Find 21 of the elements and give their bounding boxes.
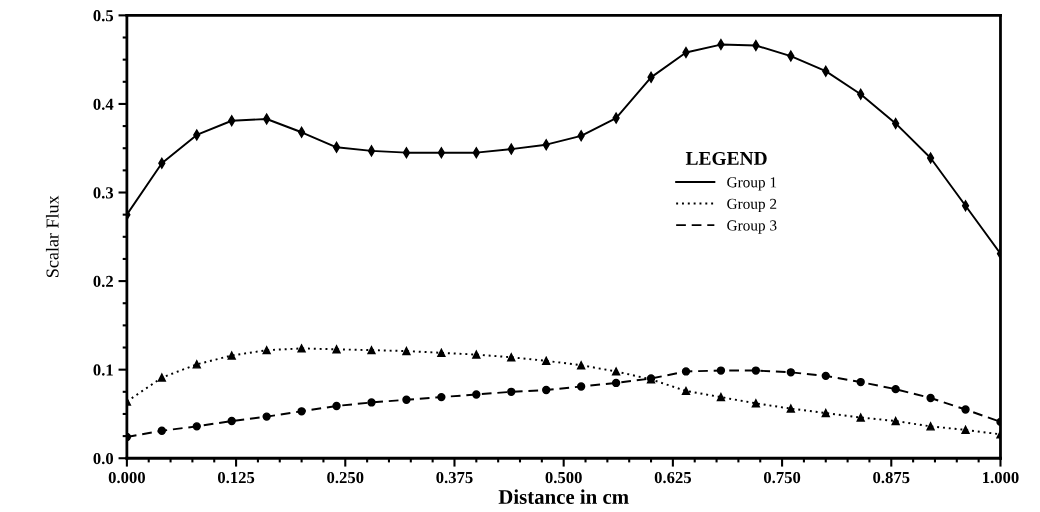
x-axis-title: Distance in cm bbox=[498, 489, 629, 504]
y-tick-label: 0.0 bbox=[93, 452, 114, 465]
y-axis-title: Scalar Flux bbox=[45, 195, 59, 277]
y-tick-label: 0.5 bbox=[93, 10, 114, 22]
x-tick-label: 0.000 bbox=[108, 471, 145, 484]
y-tick-label: 0.3 bbox=[93, 187, 114, 199]
x-tick-label: 0.250 bbox=[327, 471, 364, 484]
x-tick-label: 0.125 bbox=[217, 471, 255, 484]
legend-label: Group 3 bbox=[727, 220, 777, 234]
y-tick-label: 0.2 bbox=[93, 275, 113, 288]
x-tick-label: 0.500 bbox=[545, 471, 582, 484]
y-tick-label: 0.1 bbox=[93, 364, 113, 376]
legend-title: LEGEND bbox=[685, 151, 767, 165]
y-tick-label: 0.4 bbox=[93, 98, 114, 110]
x-tick-label: 0.625 bbox=[654, 471, 692, 484]
x-tick-label: 1.000 bbox=[983, 471, 1019, 484]
legend-label: Group 2 bbox=[727, 198, 777, 213]
x-tick-label: 0.875 bbox=[873, 471, 910, 484]
legend-label: Group 1 bbox=[727, 177, 777, 191]
x-tick-label: 0.375 bbox=[436, 471, 473, 484]
x-tick-label: 0.750 bbox=[763, 471, 801, 484]
